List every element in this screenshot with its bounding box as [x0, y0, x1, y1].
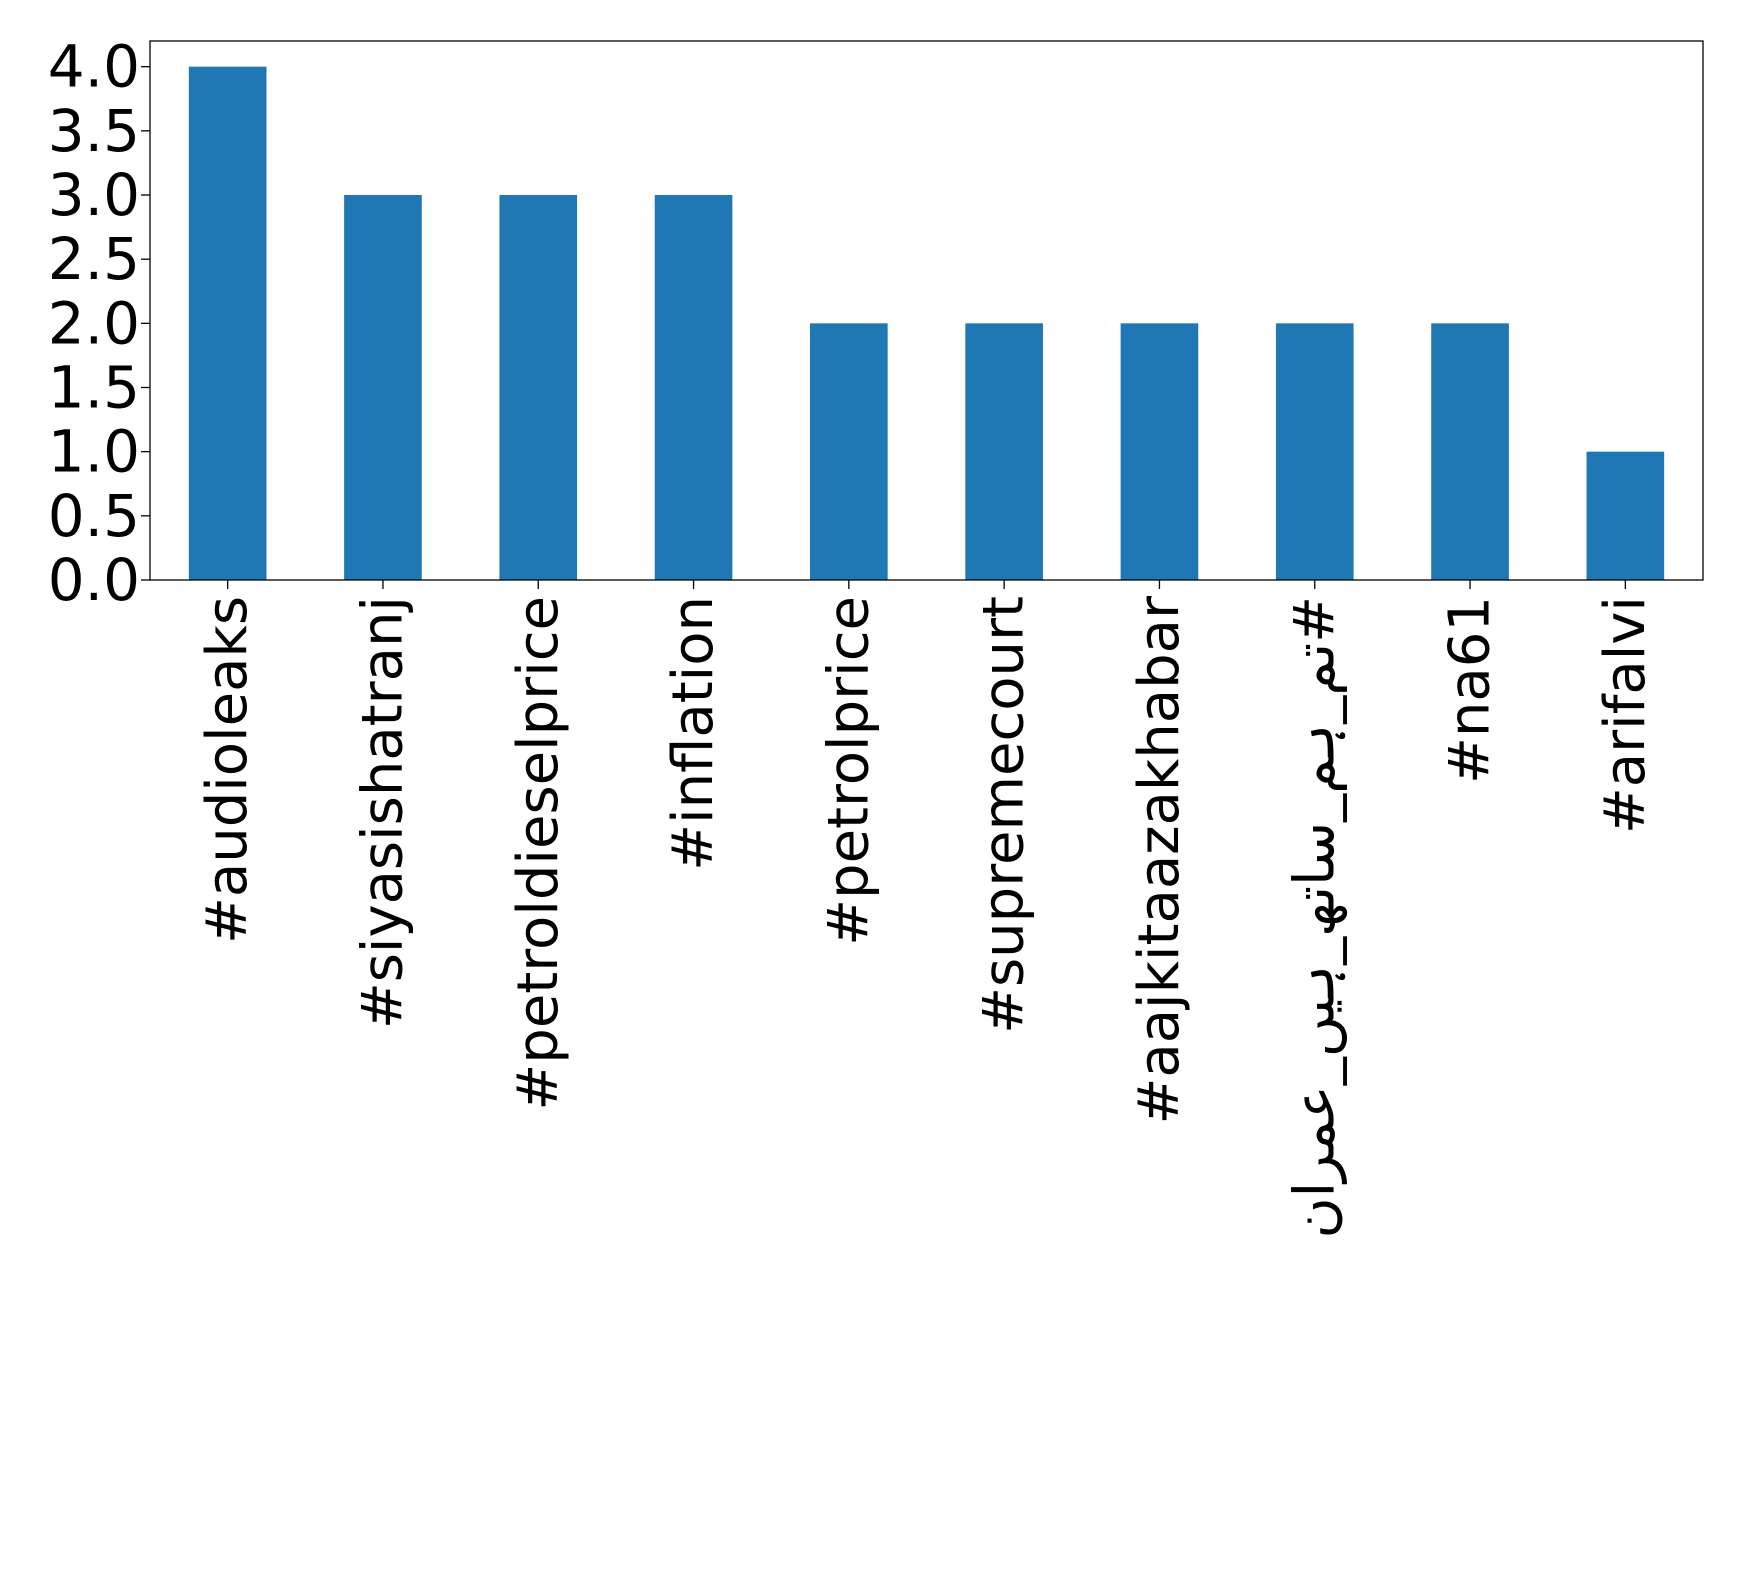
y-tick-label: 3.5 [48, 97, 140, 165]
y-tick-label: 0.5 [48, 482, 140, 550]
bar [344, 195, 422, 580]
x-tick-label: #تم_ہم_ساتھ_ہیں_عمران [1282, 596, 1347, 1239]
x-tick-label: #siyasishatranj [350, 596, 415, 1029]
y-tick-label: 4.0 [48, 33, 140, 101]
x-tick-label: #na61 [1438, 596, 1503, 784]
x-tick-label: #petroldieselprice [506, 596, 571, 1111]
bars [188, 66, 1665, 580]
x-tick-label: #arifalvi [1593, 596, 1658, 834]
y-tick-label: 1.0 [48, 418, 140, 486]
bar [188, 66, 267, 580]
y-tick-label: 2.0 [48, 289, 140, 357]
bar [810, 323, 888, 580]
x-axis: #audioleaks #siyasishatranj #petroldieselp… [195, 580, 1658, 1239]
y-tick-label: 3.0 [48, 161, 140, 229]
bar [654, 195, 733, 580]
bar [1431, 323, 1509, 580]
y-tick-label: 0.0 [48, 546, 140, 614]
plot-frame [149, 40, 1704, 581]
bar [965, 323, 1043, 580]
x-tick-label: #audioleaks [195, 596, 260, 944]
bar [1586, 451, 1665, 580]
x-tick-label: #petrolprice [816, 596, 881, 946]
x-tick-label: #inflation [661, 596, 726, 871]
bar [499, 195, 578, 580]
x-tick-label: #supremecourt [972, 596, 1037, 1034]
x-tick-label: #aajkitaazakhabar [1127, 595, 1192, 1125]
bar [1120, 323, 1199, 580]
y-tick-label: 1.5 [48, 354, 140, 422]
y-tick-label: 2.5 [48, 225, 140, 293]
y-axis: 0.00.51.01.52.02.53.03.54.0 [48, 33, 150, 614]
bar [1275, 323, 1354, 580]
